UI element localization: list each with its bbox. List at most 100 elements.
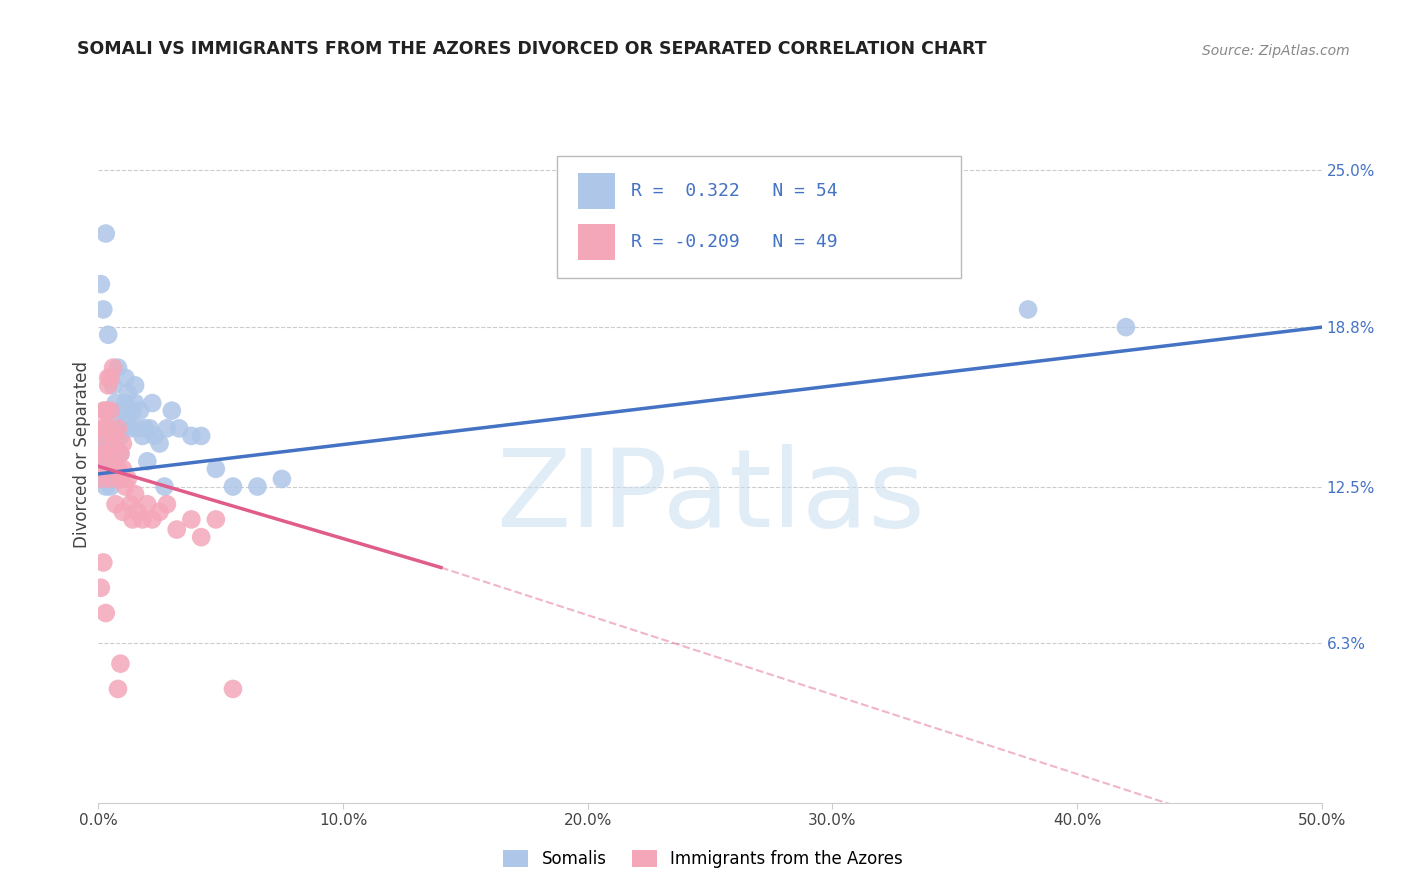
Point <box>120 497 142 511</box>
FancyBboxPatch shape <box>578 173 614 210</box>
Point <box>134 421 156 435</box>
Point <box>94 421 117 435</box>
Point <box>180 512 202 526</box>
Point <box>97 403 120 417</box>
Point <box>94 606 117 620</box>
Point <box>110 447 132 461</box>
Point <box>94 227 117 241</box>
Point <box>107 462 129 476</box>
Point <box>91 472 114 486</box>
Point <box>110 472 132 486</box>
Point <box>114 370 136 384</box>
Point <box>90 581 112 595</box>
Point <box>131 512 153 526</box>
Point <box>205 462 228 476</box>
Point <box>104 429 127 443</box>
Point <box>149 505 172 519</box>
Point <box>131 429 153 443</box>
Point <box>190 530 212 544</box>
Point <box>97 327 120 342</box>
Point <box>149 436 172 450</box>
Point <box>90 462 112 476</box>
Point <box>124 378 146 392</box>
Legend: Somalis, Immigrants from the Azores: Somalis, Immigrants from the Azores <box>496 843 910 875</box>
Text: ZIPatlas: ZIPatlas <box>496 443 924 549</box>
Point <box>129 403 152 417</box>
Point <box>100 370 122 384</box>
Point <box>91 429 114 443</box>
Point <box>180 429 202 443</box>
Point <box>107 421 129 435</box>
Point <box>90 277 112 292</box>
Point <box>156 497 179 511</box>
Point <box>97 421 120 435</box>
Point <box>111 421 134 435</box>
Point <box>90 447 112 461</box>
Point <box>101 360 124 375</box>
Point <box>107 360 129 375</box>
Point <box>101 378 124 392</box>
Point <box>91 429 114 443</box>
Point <box>136 497 159 511</box>
Point <box>94 447 117 461</box>
Point <box>166 523 188 537</box>
Point <box>101 436 124 450</box>
Point <box>110 657 132 671</box>
Point <box>94 403 117 417</box>
Point <box>160 403 183 417</box>
Point <box>100 403 122 417</box>
Point <box>104 497 127 511</box>
Point <box>94 479 117 493</box>
Point <box>104 436 127 450</box>
Y-axis label: Divorced or Separated: Divorced or Separated <box>73 361 91 549</box>
Point <box>167 421 190 435</box>
Point <box>156 421 179 435</box>
Point <box>117 411 139 425</box>
Point <box>120 421 142 435</box>
Point <box>153 479 176 493</box>
Point <box>222 479 245 493</box>
Point <box>205 512 228 526</box>
Point <box>100 421 122 435</box>
Point <box>124 396 146 410</box>
Point <box>100 479 122 493</box>
FancyBboxPatch shape <box>578 224 614 260</box>
Point <box>100 472 122 486</box>
Point <box>141 512 163 526</box>
Point <box>121 512 143 526</box>
Point <box>111 436 134 450</box>
Point <box>104 447 127 461</box>
Point <box>141 396 163 410</box>
Point <box>270 472 294 486</box>
Point <box>97 447 120 461</box>
Point <box>117 386 139 401</box>
Point <box>190 429 212 443</box>
Point <box>1115 320 1137 334</box>
Point <box>117 472 139 486</box>
Point <box>246 479 269 493</box>
Text: R =  0.322   N = 54: R = 0.322 N = 54 <box>630 182 837 201</box>
Point <box>124 487 146 501</box>
Point <box>97 370 120 384</box>
Point <box>107 681 129 696</box>
Point <box>143 429 166 443</box>
Text: SOMALI VS IMMIGRANTS FROM THE AZORES DIVORCED OR SEPARATED CORRELATION CHART: SOMALI VS IMMIGRANTS FROM THE AZORES DIV… <box>77 40 987 58</box>
Point <box>139 421 162 435</box>
Point <box>91 462 114 476</box>
FancyBboxPatch shape <box>557 156 960 277</box>
Point <box>107 421 129 435</box>
Point <box>94 462 117 476</box>
Point <box>114 479 136 493</box>
Point <box>136 454 159 468</box>
Text: Source: ZipAtlas.com: Source: ZipAtlas.com <box>1202 44 1350 58</box>
Point <box>111 505 134 519</box>
Point <box>110 447 132 461</box>
Point <box>222 681 245 696</box>
Point <box>110 429 132 443</box>
Text: R = -0.209   N = 49: R = -0.209 N = 49 <box>630 233 837 251</box>
Point <box>101 462 124 476</box>
Point <box>1017 302 1039 317</box>
Point <box>104 396 127 410</box>
Point <box>111 462 134 476</box>
Point <box>91 556 114 570</box>
